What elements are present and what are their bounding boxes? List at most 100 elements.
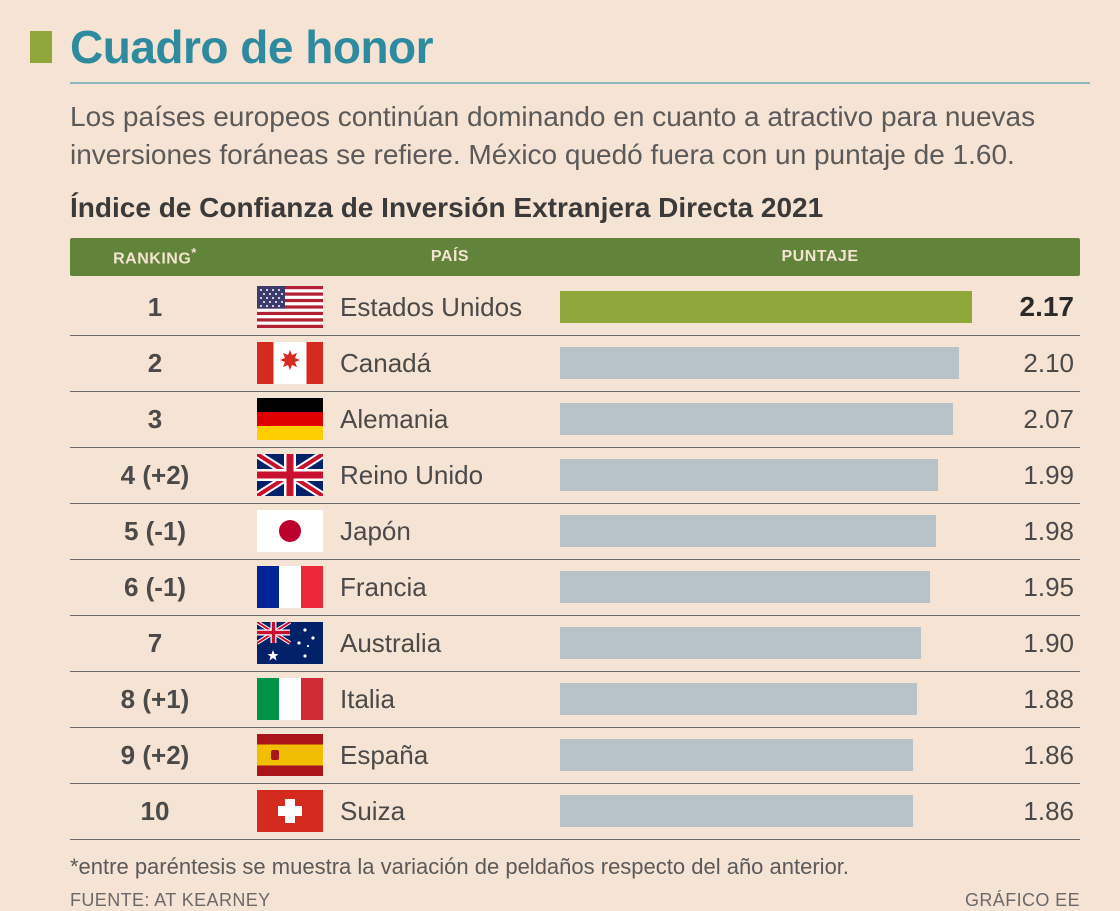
country-cell: Canadá	[340, 348, 560, 379]
bar-track	[560, 683, 972, 715]
header-asterisk: *	[191, 245, 197, 260]
table-row: 8 (+1) Italia 1.88	[70, 672, 1080, 728]
bar-fill	[560, 347, 959, 379]
table-row: 3 Alemania 2.07	[70, 392, 1080, 448]
ranking-table: RANKING* PAÍS PUNTAJE 1 Estados Unidos 2.1…	[70, 238, 1080, 840]
au-flag-icon	[257, 622, 323, 664]
flag-cell	[240, 286, 340, 328]
bar-fill	[560, 291, 972, 323]
score-cell: 1.99	[980, 460, 1080, 491]
bar-fill	[560, 571, 930, 603]
rank-cell: 9 (+2)	[70, 740, 240, 771]
footnote: *entre paréntesis se muestra la variació…	[70, 854, 1090, 880]
subtitle: Índice de Confianza de Inversión Extranj…	[70, 192, 1090, 224]
country-cell: Italia	[340, 684, 560, 715]
country-cell: Reino Unido	[340, 460, 560, 491]
bar-track	[560, 291, 972, 323]
bar-fill	[560, 683, 917, 715]
bar-cell	[560, 515, 980, 547]
header-ranking: RANKING*	[70, 245, 240, 268]
bar-track	[560, 459, 972, 491]
bar-fill	[560, 739, 913, 771]
title-underline	[70, 82, 1090, 84]
table-row: 10Suiza1.86	[70, 784, 1080, 840]
country-cell: Japón	[340, 516, 560, 547]
rank-cell: 8 (+1)	[70, 684, 240, 715]
bar-cell	[560, 683, 980, 715]
bar-fill	[560, 627, 921, 659]
bar-track	[560, 795, 972, 827]
score-cell: 1.88	[980, 684, 1080, 715]
score-cell: 1.86	[980, 740, 1080, 771]
rank-cell: 5 (-1)	[70, 516, 240, 547]
table-body: 1 Estados Unidos 2.17 2 Canadá 2.10 3 Alemania 2…	[70, 280, 1080, 840]
rank-cell: 4 (+2)	[70, 460, 240, 491]
flag-cell	[240, 342, 340, 384]
title-row: Cuadro de honor	[30, 20, 1090, 74]
country-cell: Francia	[340, 572, 560, 603]
bar-track	[560, 739, 972, 771]
it-flag-icon	[257, 678, 323, 720]
bar-cell	[560, 403, 980, 435]
score-cell: 1.95	[980, 572, 1080, 603]
score-cell: 1.98	[980, 516, 1080, 547]
bar-track	[560, 627, 972, 659]
bar-track	[560, 571, 972, 603]
jp-flag-icon	[257, 510, 323, 552]
country-cell: Alemania	[340, 404, 560, 435]
bar-cell	[560, 627, 980, 659]
fr-flag-icon	[257, 566, 323, 608]
flag-cell	[240, 566, 340, 608]
score-cell: 1.90	[980, 628, 1080, 659]
flag-cell	[240, 622, 340, 664]
rank-cell: 7	[70, 628, 240, 659]
bar-fill	[560, 459, 938, 491]
country-cell: España	[340, 740, 560, 771]
score-cell: 2.07	[980, 404, 1080, 435]
header-pais: PAÍS	[340, 248, 560, 266]
header-ranking-label: RANKING	[113, 250, 191, 267]
main-title: Cuadro de honor	[70, 20, 433, 74]
es-flag-icon	[257, 734, 323, 776]
bar-cell	[560, 291, 980, 323]
accent-square-icon	[30, 31, 52, 63]
flag-cell	[240, 678, 340, 720]
source-row: FUENTE: AT KEARNEY GRÁFICO EE	[70, 890, 1080, 911]
de-flag-icon	[257, 398, 323, 440]
table-row: 2 Canadá 2.10	[70, 336, 1080, 392]
ca-flag-icon	[257, 342, 323, 384]
table-row: 7 Australia 1.90	[70, 616, 1080, 672]
flag-cell	[240, 510, 340, 552]
country-cell: Australia	[340, 628, 560, 659]
bar-cell	[560, 347, 980, 379]
bar-cell	[560, 739, 980, 771]
bar-fill	[560, 795, 913, 827]
table-row: 9 (+2) España 1.86	[70, 728, 1080, 784]
bar-track	[560, 515, 972, 547]
bar-cell	[560, 459, 980, 491]
flag-cell	[240, 454, 340, 496]
rank-cell: 6 (-1)	[70, 572, 240, 603]
bar-cell	[560, 795, 980, 827]
country-cell: Suiza	[340, 796, 560, 827]
us-flag-icon	[257, 286, 323, 328]
source-label: FUENTE: AT KEARNEY	[70, 890, 271, 911]
table-header: RANKING* PAÍS PUNTAJE	[70, 238, 1080, 276]
graphic-credit: GRÁFICO EE	[965, 890, 1080, 911]
ch-flag-icon	[257, 790, 323, 832]
rank-cell: 1	[70, 292, 240, 323]
flag-cell	[240, 398, 340, 440]
country-cell: Estados Unidos	[340, 292, 560, 323]
rank-cell: 2	[70, 348, 240, 379]
rank-cell: 3	[70, 404, 240, 435]
bar-fill	[560, 403, 953, 435]
bar-fill	[560, 515, 936, 547]
score-cell: 2.10	[980, 348, 1080, 379]
flag-cell	[240, 734, 340, 776]
flag-cell	[240, 790, 340, 832]
table-row: 4 (+2) Reino Unido 1.99	[70, 448, 1080, 504]
rank-cell: 10	[70, 796, 240, 827]
table-row: 5 (-1) Japón 1.98	[70, 504, 1080, 560]
score-cell: 2.17	[980, 291, 1080, 323]
table-row: 6 (-1) Francia 1.95	[70, 560, 1080, 616]
